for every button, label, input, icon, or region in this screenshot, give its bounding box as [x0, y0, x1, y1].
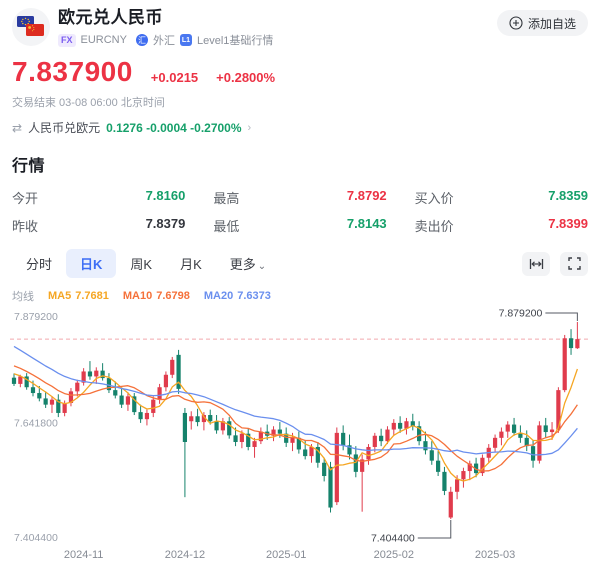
quote-value-0: 7.8160: [145, 188, 186, 203]
tab-more[interactable]: 更多 ⌄: [216, 249, 280, 278]
quote-cell-high: 最高 7.8792: [213, 188, 386, 207]
horizontal-range-icon: [529, 258, 543, 269]
tab-weekly-k[interactable]: 周K: [130, 257, 153, 272]
ma-legend: 均线 MA5 7.7681 MA10 7.6798 MA20 7.6373: [12, 288, 588, 304]
forex-category-icon: 汇: [135, 34, 148, 46]
kline-svg[interactable]: 7.879200 7.641800 7.404400 7.879200 7.404400…: [0, 306, 600, 571]
quote-label: 买入价: [414, 191, 454, 206]
quote-value-5: 7.8399: [548, 216, 588, 231]
ma-legend-title: 均线: [12, 291, 34, 303]
page-title: 欧元兑人民币: [58, 8, 163, 27]
price-change: +0.0215: [150, 70, 199, 85]
add-watchlist-label: 添加自选: [527, 16, 576, 31]
tab-monthly-k[interactable]: 月K: [180, 257, 202, 272]
svg-text:2025-01: 2025-01: [266, 549, 306, 561]
quote-label: 最低: [213, 219, 240, 234]
symbol-code: EURCNY: [80, 34, 127, 46]
ma5-label: MA5: [48, 290, 72, 302]
price-change-percent: +0.2800%: [216, 70, 276, 85]
fx-badge: FX: [58, 33, 76, 47]
svg-text:2025-02: 2025-02: [374, 549, 414, 561]
fullscreen-icon: [567, 257, 581, 270]
ma20-legend: MA20 7.6373: [204, 290, 271, 302]
add-watchlist-button[interactable]: 添加自选: [496, 10, 588, 36]
quote-label: 最高: [213, 191, 240, 206]
quote-label: 昨收: [12, 219, 39, 234]
svg-text:7.641800: 7.641800: [14, 418, 58, 430]
quote-cell-low: 最低 7.8143: [213, 216, 386, 235]
quote-value-4: 7.8143: [346, 216, 387, 231]
pair-flags-avatar: [12, 8, 50, 46]
svg-text:2025-03: 2025-03: [475, 549, 515, 561]
tab-minute[interactable]: 分时: [26, 257, 53, 272]
quote-cell-open: 今开 7.8160: [12, 188, 185, 207]
chevron-down-icon: ⌄: [257, 261, 267, 272]
ma10-value: 7.6798: [156, 290, 190, 302]
inverse-pair-values: 0.1276 -0.0004 -0.2700%: [106, 120, 242, 135]
quote-label: 卖出价: [414, 219, 454, 234]
plus-circle-icon: [509, 16, 523, 30]
level1-label: Level1基础行情: [196, 35, 274, 47]
quote-cell-prev-close: 昨收 7.8379: [12, 216, 185, 235]
last-price: 7.837900: [12, 56, 133, 87]
price-block: 7.837900 +0.0215 +0.2800%: [12, 56, 588, 88]
chart-period-tabs: 分时 日K 周K 月K 更多 ⌄: [12, 249, 588, 278]
quote-cell-ask: 卖出价 7.8399: [415, 216, 588, 235]
quote-value-3: 7.8379: [145, 216, 186, 231]
ma20-value: 7.6373: [237, 290, 271, 302]
ma20-label: MA20: [203, 290, 234, 302]
fullscreen-button[interactable]: [560, 251, 588, 276]
quote-grid: 今开 7.8160 最高 7.8792 买入价 7.8359 昨收 7.8379 最低 7…: [12, 188, 588, 235]
chevron-right-icon: ›: [247, 121, 252, 134]
level1-icon: L1: [179, 34, 192, 46]
quote-value-2: 7.8359: [548, 188, 588, 203]
ma5-value: 7.7681: [75, 290, 109, 302]
svg-text:7.879200: 7.879200: [14, 311, 58, 323]
inverse-pair-label: 人民币兑欧元: [28, 121, 101, 135]
tag-row: FX EURCNY 汇 外汇 L1 Level1基础行情: [58, 32, 497, 48]
ma5-legend: MA5 7.7681: [48, 290, 109, 302]
quote-label: 今开: [12, 191, 39, 206]
svg-text:2024-11: 2024-11: [64, 549, 104, 561]
tab-daily-k[interactable]: 日K: [66, 249, 117, 278]
range-adjust-button[interactable]: [522, 251, 550, 276]
inverse-pair-row[interactable]: ⇄ 人民币兑欧元 0.1276 -0.0004 -0.2700% ›: [12, 119, 251, 136]
quote-value-1: 7.8792: [346, 188, 387, 203]
ma10-label: MA10: [122, 290, 153, 302]
candlestick-chart[interactable]: 7.879200 7.641800 7.404400 7.879200 7.404400…: [0, 306, 600, 576]
header: 欧元兑人民币 FX EURCNY 汇 外汇 L1 Level1基础行情 添加自选: [12, 8, 588, 48]
tab-more-label: 更多: [229, 257, 256, 272]
svg-text:2024-12: 2024-12: [165, 549, 205, 561]
quote-section-title: 行情: [12, 158, 46, 175]
eu-cn-flags-icon: [17, 16, 44, 36]
forex-category-label: 外汇: [152, 35, 175, 47]
ma10-legend: MA10 7.6798: [123, 290, 190, 302]
svg-text:7.404400: 7.404400: [371, 533, 415, 545]
market-status: 交易结束 03-08 06:00 北京时间: [12, 97, 165, 109]
svg-text:7.404400: 7.404400: [14, 532, 58, 544]
quote-cell-bid: 买入价 7.8359: [415, 188, 588, 207]
svg-text:7.879200: 7.879200: [499, 308, 543, 320]
swap-icon: ⇄: [12, 120, 23, 135]
